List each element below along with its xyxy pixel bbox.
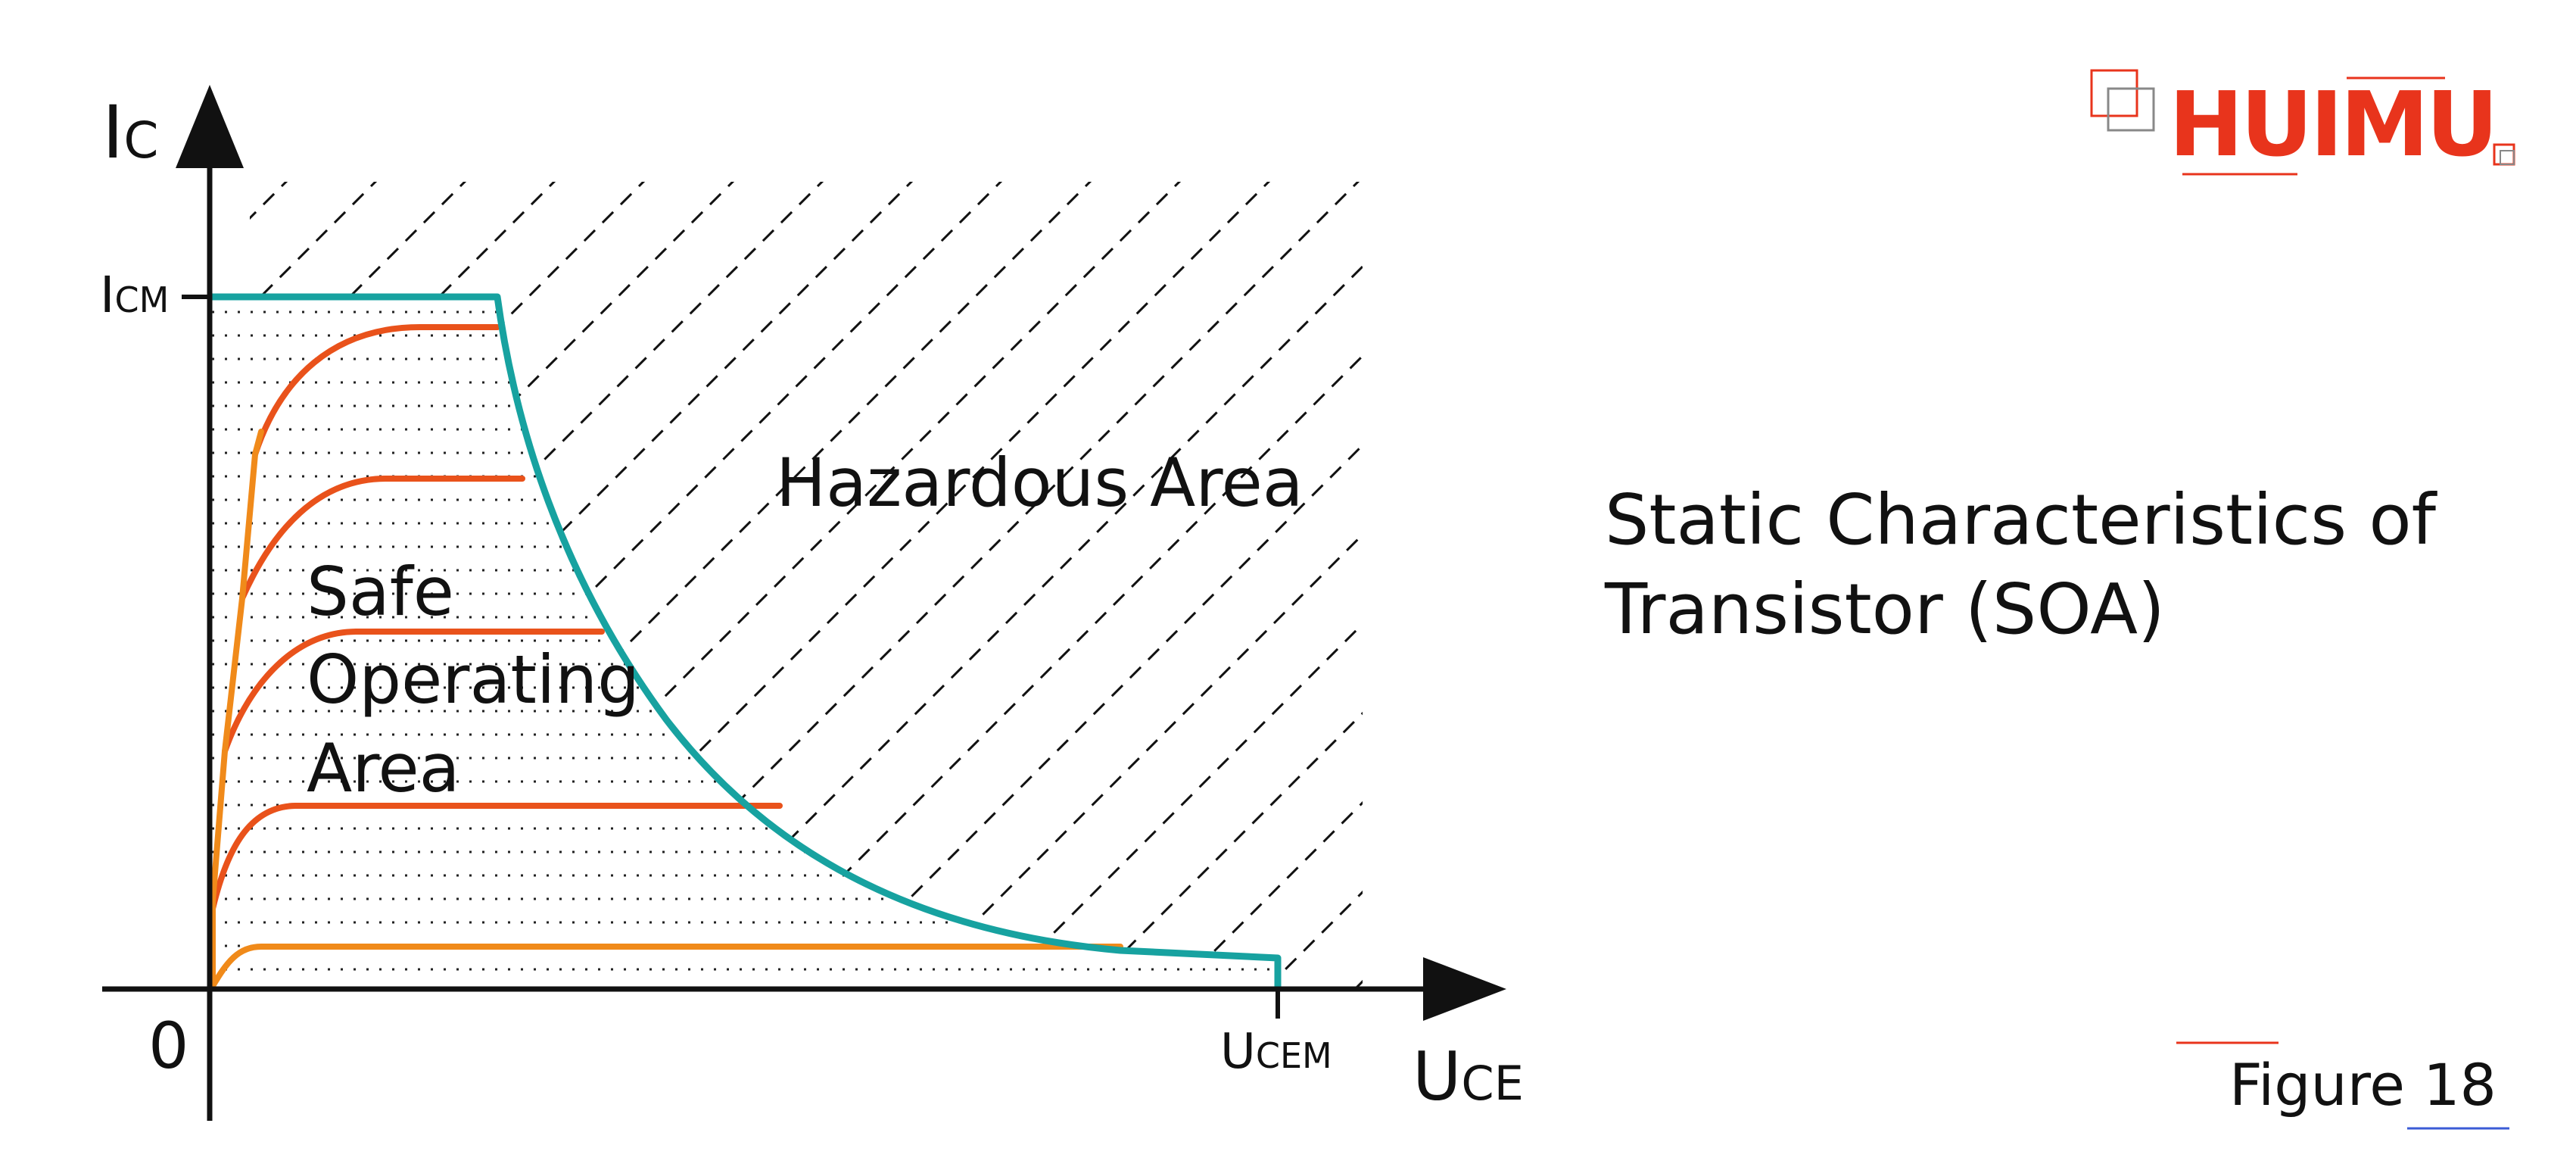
output-curves bbox=[210, 324, 1123, 989]
hazard-hatch-line bbox=[568, 182, 1363, 989]
output-curve-5 bbox=[252, 324, 500, 457]
figure-caption: Figure 18 bbox=[2229, 1051, 2497, 1119]
hazard-hatch-line bbox=[1014, 182, 1363, 989]
hazard-hatch-line bbox=[657, 182, 1363, 989]
output-curve-3 bbox=[222, 629, 605, 754]
hazard-hatch-line bbox=[250, 182, 483, 989]
hazard-hatch-line bbox=[746, 182, 1363, 989]
huimu-logo: HUIMU bbox=[2085, 64, 2540, 186]
icm-label: ICM bbox=[100, 266, 169, 324]
safe-label-line-3: Area bbox=[307, 729, 460, 807]
hazard-hatch-line bbox=[250, 182, 662, 989]
hazard-hatch-line bbox=[250, 182, 572, 989]
soa-boundary-line bbox=[210, 293, 1282, 989]
y-axis-label: IC bbox=[102, 90, 158, 175]
safe-label-line-1: Safe bbox=[307, 553, 454, 631]
hazard-hatch-line bbox=[250, 182, 1108, 989]
hazard-hatch-line bbox=[1193, 182, 1363, 989]
x-axis-label: UCE bbox=[1413, 1038, 1524, 1116]
title-line-2: Transistor (SOA) bbox=[1605, 569, 2165, 650]
hazard-label: Hazardous Area bbox=[776, 444, 1304, 522]
y-axis-arrow bbox=[176, 85, 244, 168]
hazard-hatch-line bbox=[1104, 182, 1363, 989]
x-axis-arrow bbox=[1423, 957, 1506, 1021]
hazard-hatch-line bbox=[250, 182, 930, 989]
output-curve-1 bbox=[210, 944, 1123, 989]
output-curve-2 bbox=[210, 803, 783, 912]
hazard-hatch-line bbox=[389, 182, 1363, 989]
diagram-title: Static Characteristics of Transistor (SO… bbox=[1605, 476, 2436, 654]
hazard-hatching bbox=[250, 182, 1363, 989]
title-line-1: Static Characteristics of bbox=[1605, 479, 2437, 560]
logo-text: HUIMU bbox=[2169, 72, 2499, 176]
hazard-hatch-line bbox=[250, 182, 1019, 989]
hazard-hatch-line bbox=[836, 182, 1363, 989]
output-curve-4 bbox=[239, 476, 525, 601]
hazard-hatch-line bbox=[478, 182, 1363, 989]
hazard-hatch-line bbox=[925, 182, 1363, 989]
ucem-label: UCEM bbox=[1220, 1024, 1332, 1080]
logo-squares-icon bbox=[2090, 69, 2515, 176]
output-curve-6 bbox=[210, 429, 264, 988]
safe-label-line-2: Operating bbox=[307, 641, 640, 719]
origin-label: 0 bbox=[148, 1009, 188, 1083]
